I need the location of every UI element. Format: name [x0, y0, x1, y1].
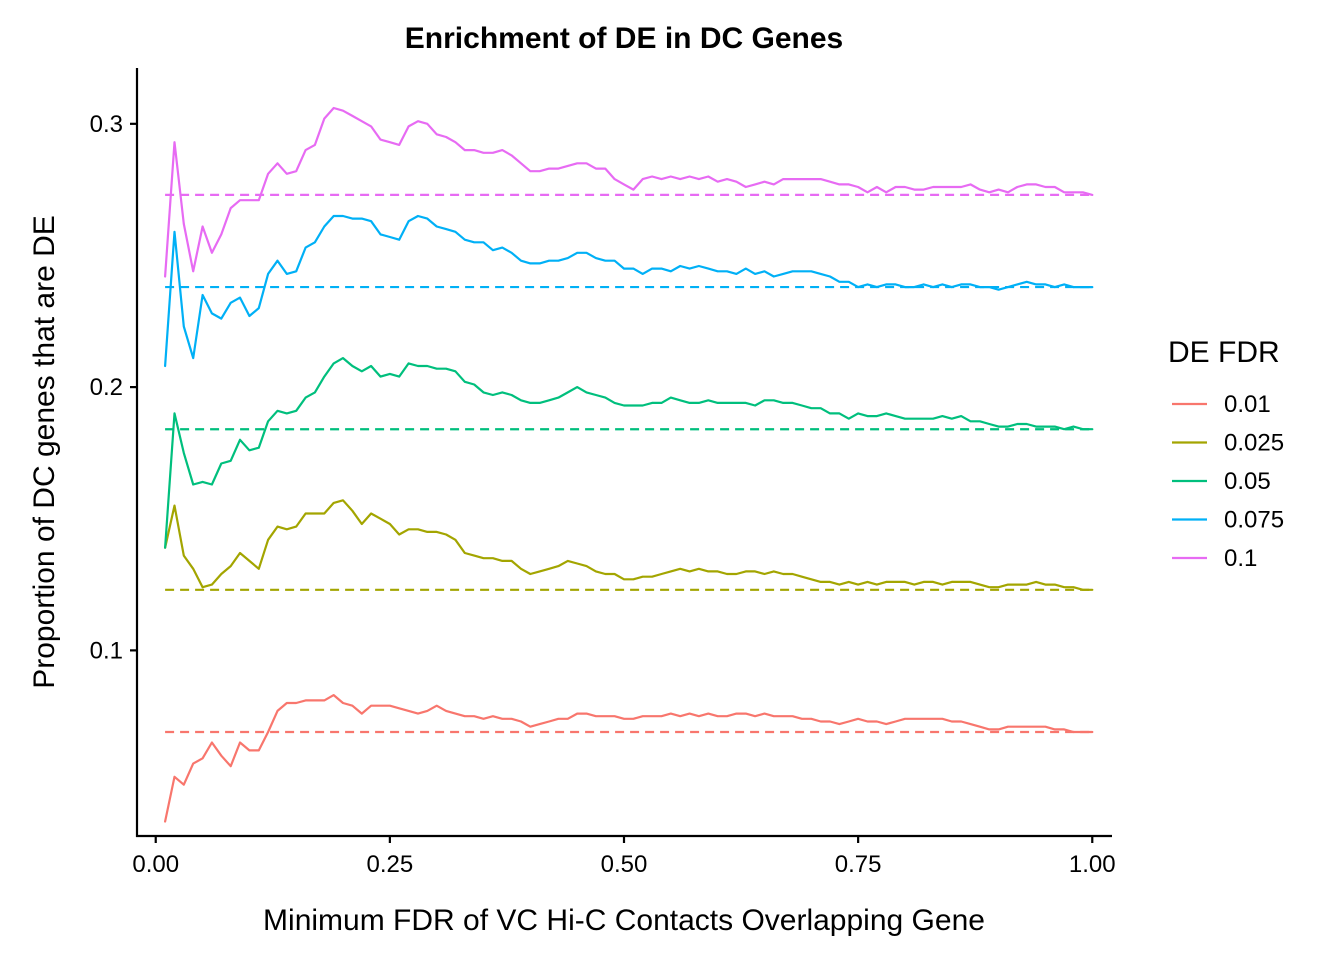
- series-line-0.01: [164, 693, 1094, 823]
- series-line-0.025: [164, 499, 1094, 591]
- series-line-0.075: [164, 214, 1094, 368]
- x-tick-label: 0.25: [367, 851, 414, 878]
- legend-label: 0.1: [1224, 545, 1257, 572]
- x-axis-title: Minimum FDR of VC Hi-C Contacts Overlapp…: [263, 904, 985, 937]
- series-line-0.1: [164, 106, 1094, 278]
- legend-item: 0.025: [1172, 430, 1284, 457]
- legend-items: 0.01 0.025 0.05 0.075 0.1: [1172, 391, 1284, 572]
- legend-title: DE FDR: [1168, 336, 1280, 369]
- plot-area: [164, 106, 1094, 823]
- series-lines: [164, 106, 1094, 823]
- x-tick-label: 1.00: [1069, 851, 1116, 878]
- x-axis-ticks: 0.00 0.25 0.50 0.75 1.00: [132, 836, 1116, 878]
- legend-item: 0.05: [1172, 468, 1271, 495]
- y-tick-label: 0.3: [90, 111, 123, 138]
- y-axis-title: Proportion of DC genes that are DE: [28, 215, 61, 689]
- legend-label: 0.01: [1224, 391, 1271, 418]
- chart-title: Enrichment of DE in DC Genes: [405, 22, 843, 55]
- y-tick-label: 0.1: [90, 637, 123, 664]
- series-line-0.05: [164, 357, 1094, 549]
- legend-label: 0.075: [1224, 507, 1284, 534]
- legend-item: 0.1: [1172, 545, 1257, 572]
- legend-label: 0.025: [1224, 430, 1284, 457]
- y-axis-ticks: 0.1 0.2 0.3: [90, 111, 137, 664]
- x-tick-label: 0.50: [601, 851, 648, 878]
- legend: DE FDR 0.01 0.025 0.05 0.075 0.1: [1168, 336, 1284, 572]
- legend-item: 0.01: [1172, 391, 1271, 418]
- legend-item: 0.075: [1172, 507, 1284, 534]
- x-tick-label: 0.00: [132, 851, 179, 878]
- y-tick-label: 0.2: [90, 374, 123, 401]
- legend-label: 0.05: [1224, 468, 1271, 495]
- x-tick-label: 0.75: [835, 851, 882, 878]
- baseline-lines: [165, 193, 1093, 734]
